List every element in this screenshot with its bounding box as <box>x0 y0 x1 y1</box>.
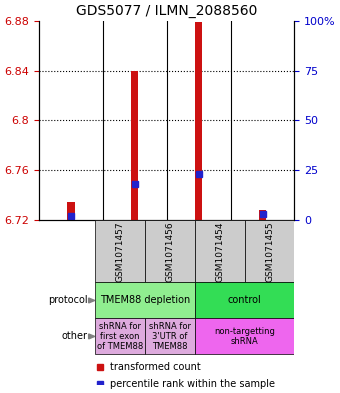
Text: percentile rank within the sample: percentile rank within the sample <box>110 379 275 389</box>
Text: other: other <box>61 331 87 342</box>
Polygon shape <box>89 298 95 303</box>
Text: shRNA for
3'UTR of
TMEM88: shRNA for 3'UTR of TMEM88 <box>149 321 191 351</box>
Bar <box>95 283 195 318</box>
Text: GSM1071457: GSM1071457 <box>116 221 124 282</box>
Bar <box>95 220 145 283</box>
Bar <box>145 220 195 283</box>
Bar <box>145 318 195 354</box>
Title: GDS5077 / ILMN_2088560: GDS5077 / ILMN_2088560 <box>76 4 257 18</box>
Text: non-targetting
shRNA: non-targetting shRNA <box>214 327 275 346</box>
Text: control: control <box>228 296 261 305</box>
Text: GSM1071454: GSM1071454 <box>215 221 224 282</box>
Bar <box>195 318 294 354</box>
Text: GSM1071455: GSM1071455 <box>265 221 274 282</box>
Bar <box>195 220 244 283</box>
Bar <box>95 318 145 354</box>
Bar <box>131 70 138 220</box>
Bar <box>195 22 202 220</box>
Bar <box>195 283 294 318</box>
Polygon shape <box>89 334 95 339</box>
Text: TMEM88 depletion: TMEM88 depletion <box>100 296 190 305</box>
Bar <box>259 210 266 220</box>
Text: transformed count: transformed count <box>110 362 201 373</box>
Text: protocol: protocol <box>48 296 87 305</box>
Bar <box>67 202 74 220</box>
Bar <box>244 220 294 283</box>
Text: shRNA for
first exon
of TMEM88: shRNA for first exon of TMEM88 <box>97 321 143 351</box>
Text: GSM1071456: GSM1071456 <box>165 221 174 282</box>
